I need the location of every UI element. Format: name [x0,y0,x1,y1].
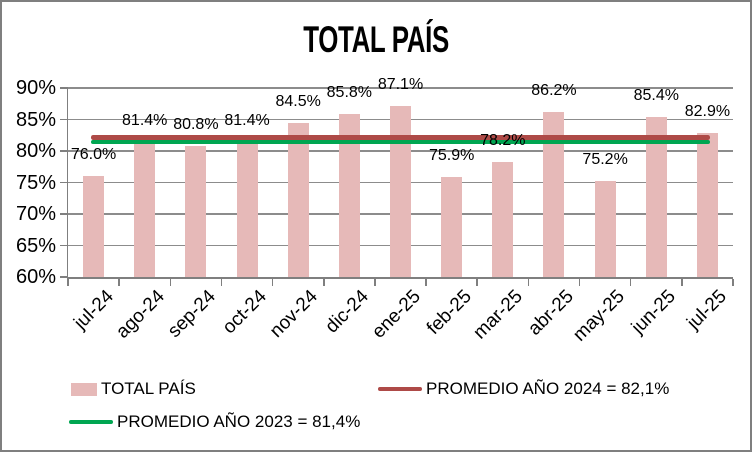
y-tick-label: 60% [15,266,56,288]
y-tick [60,244,68,247]
legend-item-total-pais: TOTAL PAÍS [71,379,196,399]
x-tick [732,278,734,286]
x-tick [169,278,172,286]
legend-label-total-pais: TOTAL PAÍS [101,379,196,398]
bar-ene-25 [390,106,411,277]
bar-value-label: 75.2% [582,151,628,169]
y-tick [60,213,68,215]
bar-value-label: 85.4% [633,86,679,104]
bar-nov-24 [287,122,309,277]
x-axis [66,277,733,279]
legend-line-2024-icon [378,386,422,392]
x-tick [220,278,223,286]
bar-value-label: 82.9% [684,102,731,120]
legend-label-promedio-2024: PROMEDIO AÑO 2024 = 82,1% [426,379,670,398]
y-tick-label: 90% [15,77,56,99]
bar-jul-25 [696,132,718,277]
x-tick [271,278,274,286]
bar-ago-24 [134,142,156,277]
bar-jul-24 [83,176,105,277]
legend-item-promedio-2024: PROMEDIO AÑO 2024 = 82,1% [378,379,669,399]
bar-value-label: 76.0% [70,146,117,164]
bar-value-label: 78.2% [480,132,526,150]
x-tick [578,278,581,286]
bar-sep-24 [185,145,207,277]
x-tick [67,278,69,286]
reference-line-2023 [90,139,711,145]
x-tick [374,278,376,286]
bar-feb-25 [441,176,463,277]
x-tick [476,278,478,286]
bar-value-label: 87.1% [377,76,424,94]
bar-value-label: 75.9% [428,146,475,164]
bar-value-label: 86.2% [531,81,577,99]
legend-item-promedio-2023: PROMEDIO AÑO 2023 = 81,4% [69,412,360,432]
bar-value-label: 81.4% [122,112,168,130]
bar-abr-25 [543,111,565,277]
y-tick-label: 70% [15,203,56,225]
bar-dic-24 [338,114,360,277]
y-tick-label: 80% [15,140,56,162]
y-tick [60,276,68,278]
bar-oct-24 [236,142,258,277]
x-tick [527,278,530,286]
bar-jun-25 [645,116,667,277]
bar-mar-25 [492,162,514,277]
y-tick [60,181,68,184]
reference-line-2024 [90,135,711,141]
bar-may-25 [594,181,616,277]
chart-title: TOTAL PAÍS [2,20,750,60]
bar-value-label: 81.4% [224,112,270,130]
legend-label-promedio-2023: PROMEDIO AÑO 2023 = 81,4% [117,412,361,431]
x-tick [681,278,683,286]
bar-value-label: 84.5% [275,92,321,110]
y-tick-label: 65% [15,234,56,257]
y-tick-label: 85% [15,108,56,131]
legend-swatch-total-pais-icon [71,382,97,396]
bar-value-label: 85.8% [326,84,373,102]
x-tick [425,278,427,286]
gridline [68,87,733,89]
x-tick [323,278,325,286]
y-tick [60,150,68,152]
y-axis [66,88,68,277]
x-tick [118,278,120,286]
y-tick [60,87,68,89]
y-tick [60,118,68,121]
legend-line-2023-icon [69,419,113,425]
bar-value-label: 80.8% [173,115,219,133]
y-tick-label: 75% [15,171,56,194]
x-tick [629,278,632,286]
chart-title-text: TOTAL PAÍS [303,19,449,60]
